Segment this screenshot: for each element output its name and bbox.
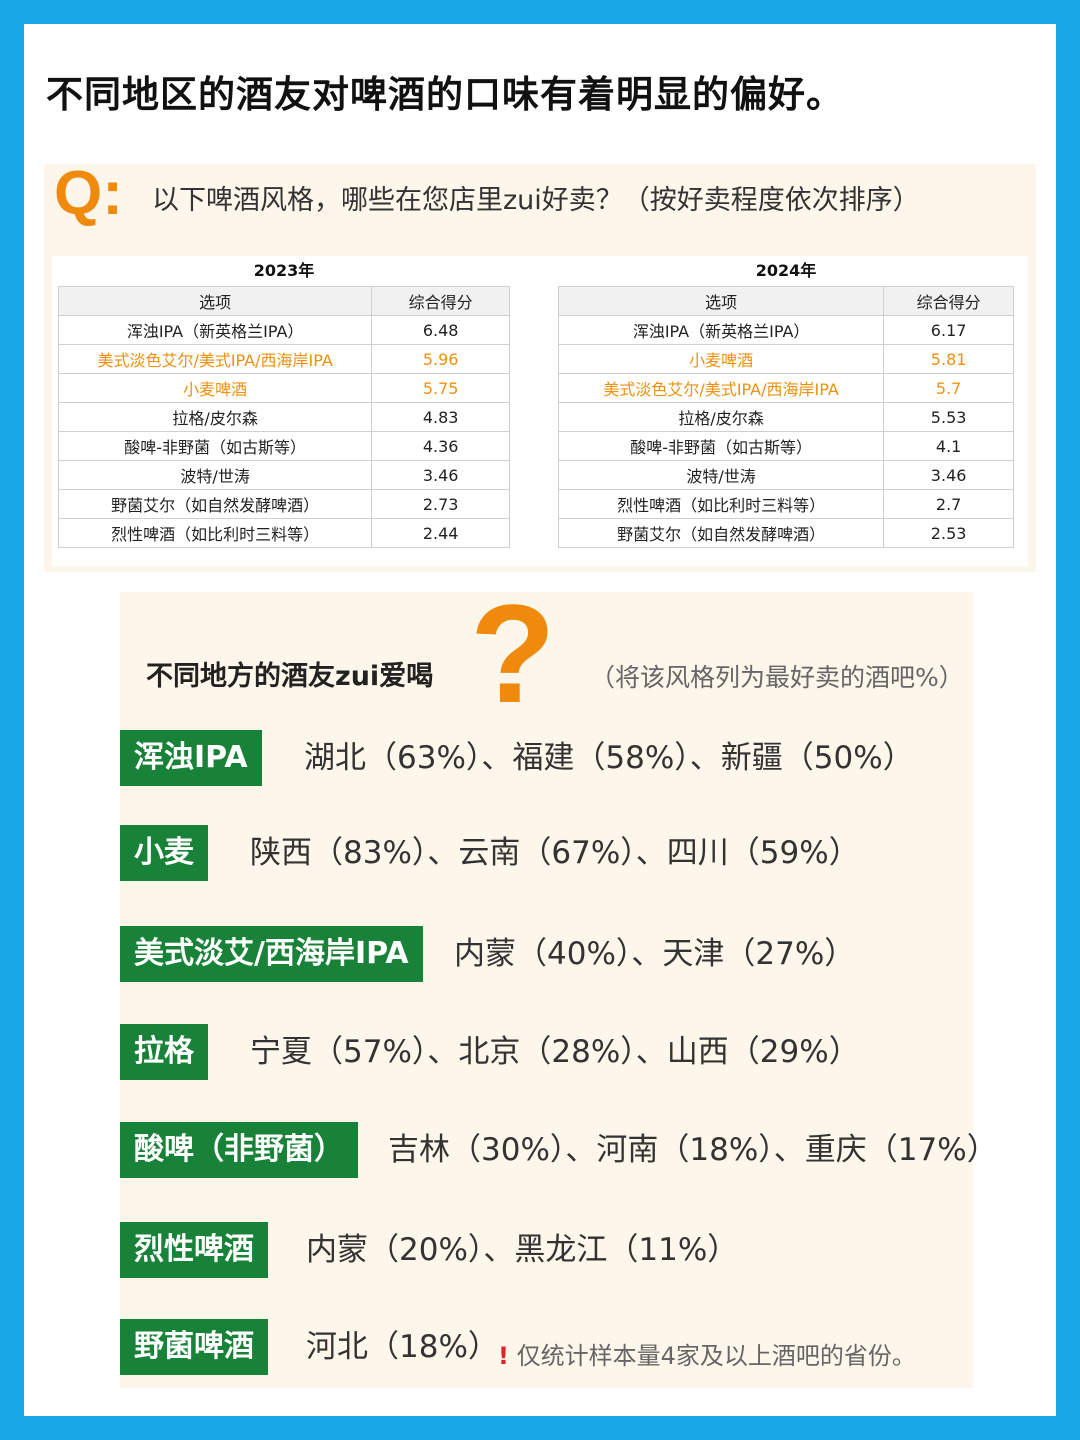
option-cell: 酸啤-非野菌（如古斯等）	[557, 431, 885, 461]
option-cell: 波特/世涛	[57, 460, 373, 490]
option-cell: 酸啤-非野菌（如古斯等）	[57, 431, 373, 461]
table-year: 2024年	[755, 261, 817, 280]
table-row: 美式淡色艾尔/美式IPA/西海岸IPA 5.96	[57, 344, 510, 374]
score-cell: 2.73	[371, 489, 510, 519]
column-header-option: 选项	[57, 286, 373, 316]
option-cell: 野菌艾尔（如自然发酵啤酒）	[557, 518, 885, 548]
table-2023: 2023年 选项 综合得分 浑浊IPA（新英格兰IPA） 6.48 美式淡色艾尔/美…	[57, 256, 510, 548]
option-cell: 浑浊IPA（新英格兰IPA）	[57, 315, 373, 345]
table-row: 野菌艾尔（如自然发酵啤酒） 2.73	[57, 489, 510, 519]
score-cell: 2.7	[883, 489, 1014, 519]
score-cell: 4.1	[883, 431, 1014, 461]
option-cell: 美式淡色艾尔/美式IPA/西海岸IPA	[57, 344, 373, 374]
style-tag: 小麦	[120, 825, 208, 881]
table-row: 酸啤-非野菌（如古斯等） 4.1	[557, 431, 1014, 461]
regional-heading: 不同地方的酒友zui爱喝	[146, 661, 434, 692]
footnote: ! 仅统计样本量4家及以上酒吧的省份。	[498, 1336, 916, 1371]
regional-subheading: （将该风格列为最好卖的酒吧%）	[590, 663, 964, 692]
style-tag: 拉格	[120, 1024, 208, 1080]
region-list: 内蒙（40%）、天津（27%）	[454, 936, 856, 972]
footnote-text: 仅统计样本量4家及以上酒吧的省份。	[516, 1342, 916, 1370]
table-2024: 2024年 选项 综合得分 浑浊IPA（新英格兰IPA） 6.17 小麦啤酒 5.81…	[557, 256, 1014, 548]
style-tag: 酸啤（非野菌）	[120, 1122, 358, 1178]
table-row: 小麦啤酒 5.75	[57, 373, 510, 403]
column-header-option: 选项	[557, 286, 885, 316]
question-mark-icon: ?	[470, 575, 556, 732]
score-cell: 4.36	[371, 431, 510, 461]
table-row: 烈性啤酒（如比利时三料等） 2.44	[57, 518, 510, 548]
option-cell: 野菌艾尔（如自然发酵啤酒）	[57, 489, 373, 519]
option-cell: 烈性啤酒（如比利时三料等）	[57, 518, 373, 548]
style-tag: 烈性啤酒	[120, 1222, 268, 1278]
region-list: 河北（18%）	[306, 1329, 499, 1365]
score-cell: 2.53	[883, 518, 1014, 548]
warning-icon: !	[498, 1342, 509, 1370]
score-cell: 3.46	[371, 460, 510, 490]
table-row: 波特/世涛 3.46	[57, 460, 510, 490]
table-row: 浑浊IPA（新英格兰IPA） 6.17	[557, 315, 1014, 345]
score-cell: 6.17	[883, 315, 1014, 345]
option-cell: 波特/世涛	[557, 460, 885, 490]
column-header-score: 综合得分	[371, 286, 510, 316]
column-header-score: 综合得分	[883, 286, 1014, 316]
region-list: 宁夏（57%）、北京（28%）、山西（29%）	[250, 1034, 860, 1070]
option-cell: 美式淡色艾尔/美式IPA/西海岸IPA	[557, 373, 885, 403]
table-row: 拉格/皮尔森 4.83	[57, 402, 510, 432]
table-row: 野菌艾尔（如自然发酵啤酒） 2.53	[557, 518, 1014, 548]
table-row: 小麦啤酒 5.81	[557, 344, 1014, 374]
option-cell: 拉格/皮尔森	[557, 402, 885, 432]
table-row: 波特/世涛 3.46	[557, 460, 1014, 490]
score-cell: 5.7	[883, 373, 1014, 403]
option-cell: 小麦啤酒	[557, 344, 885, 374]
region-list: 吉林（30%）、河南（18%）、重庆（17%）	[388, 1132, 998, 1168]
option-cell: 小麦啤酒	[57, 373, 373, 403]
page-title: 不同地区的酒友对啤酒的口味有着明显的偏好。	[46, 73, 844, 116]
option-cell: 拉格/皮尔森	[57, 402, 373, 432]
score-cell: 5.96	[371, 344, 510, 374]
table-row: 美式淡色艾尔/美式IPA/西海岸IPA 5.7	[557, 373, 1014, 403]
question-mark-label: Q:	[54, 159, 123, 228]
score-cell: 6.48	[371, 315, 510, 345]
score-cell: 5.81	[883, 344, 1014, 374]
content-card: 不同地区的酒友对啤酒的口味有着明显的偏好。 Q: 以下啤酒风格，哪些在您店里zu…	[24, 24, 1056, 1416]
regional-preference-panel: 不同地方的酒友zui爱喝 ? （将该风格列为最好卖的酒吧%） 浑浊IPA 湖北（…	[120, 584, 998, 1388]
score-cell: 2.44	[371, 518, 510, 548]
table-row: 拉格/皮尔森 5.53	[557, 402, 1014, 432]
table-year: 2023年	[253, 261, 315, 280]
style-tag: 浑浊IPA	[120, 730, 262, 786]
region-list: 内蒙（20%）、黑龙江（11%）	[306, 1232, 739, 1268]
option-cell: 浑浊IPA（新英格兰IPA）	[557, 315, 885, 345]
region-list: 陕西（83%）、云南（67%）、四川（59%）	[250, 835, 860, 871]
score-tables: 2023年 选项 综合得分 浑浊IPA（新英格兰IPA） 6.48 美式淡色艾尔/美…	[52, 256, 1028, 566]
option-cell: 烈性啤酒（如比利时三料等）	[557, 489, 885, 519]
region-list: 湖北（63%）、福建（58%）、新疆（50%）	[304, 740, 914, 776]
score-cell: 4.83	[371, 402, 510, 432]
table-row: 烈性啤酒（如比利时三料等） 2.7	[557, 489, 1014, 519]
question-panel: Q: 以下啤酒风格，哪些在您店里zui好卖？（按好卖程度依次排序） 2023年 …	[44, 159, 1036, 572]
score-table: 选项 综合得分 浑浊IPA（新英格兰IPA） 6.48 美式淡色艾尔/美式IPA/西…	[57, 286, 510, 548]
score-cell: 5.75	[371, 373, 510, 403]
style-tag: 美式淡艾/西海岸IPA	[120, 926, 423, 982]
table-row: 浑浊IPA（新英格兰IPA） 6.48	[57, 315, 510, 345]
style-tag: 野菌啤酒	[120, 1319, 268, 1375]
score-table: 选项 综合得分 浑浊IPA（新英格兰IPA） 6.17 小麦啤酒 5.81 美式淡色艾尔…	[557, 286, 1014, 548]
question-text: 以下啤酒风格，哪些在您店里zui好卖？（按好卖程度依次排序）	[152, 185, 920, 216]
table-row: 酸啤-非野菌（如古斯等） 4.36	[57, 431, 510, 461]
score-cell: 5.53	[883, 402, 1014, 432]
score-cell: 3.46	[883, 460, 1014, 490]
